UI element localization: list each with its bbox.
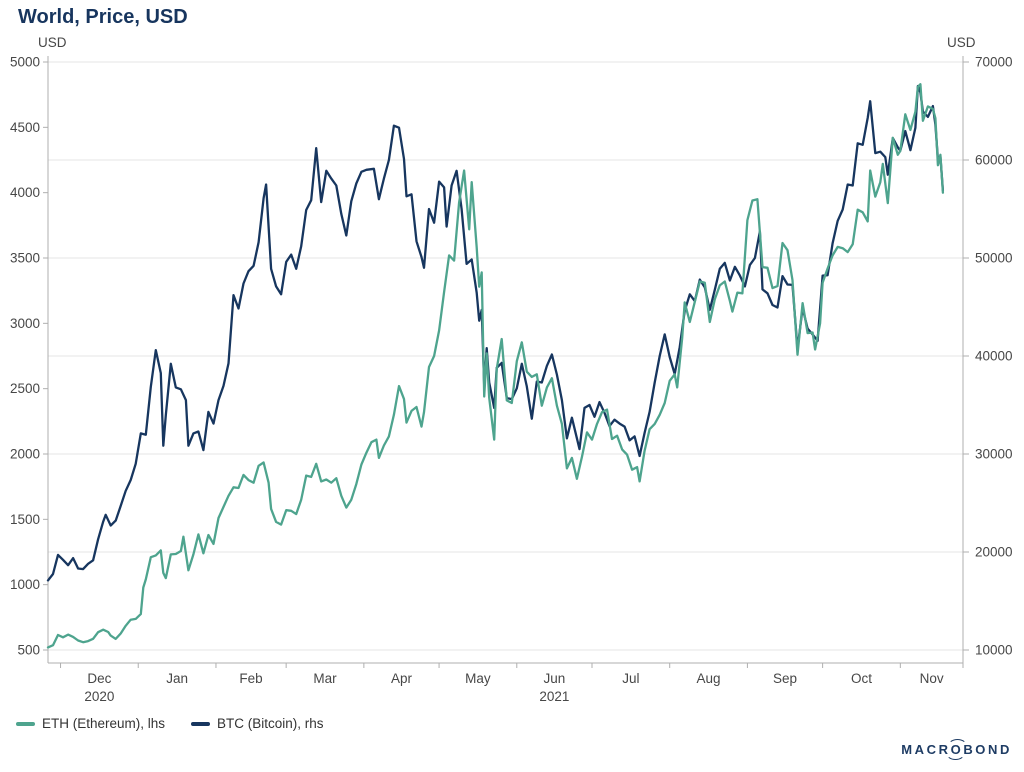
left-axis-tick-label: 1500 <box>10 512 40 527</box>
x-axis-year-label: 2021 <box>539 689 569 704</box>
left-axis-tick-label: 3500 <box>10 251 40 266</box>
x-axis-month-label: Jul <box>622 671 639 686</box>
eth-legend-label: ETH (Ethereum), lhs <box>42 716 166 731</box>
x-axis-month-label: Dec <box>87 671 111 686</box>
right-axis-tick-label: 50000 <box>975 251 1013 266</box>
x-axis-month-label: Oct <box>851 671 872 686</box>
x-axis-month-label: Nov <box>920 671 944 686</box>
x-axis-month-label: Mar <box>313 671 337 686</box>
right-axis-tick-label: 40000 <box>975 349 1013 364</box>
logo-orbit-o-icon: O <box>945 739 967 760</box>
right-axis-tick-label: 30000 <box>975 447 1013 462</box>
right-axis-tick-label: 10000 <box>975 643 1013 658</box>
btc-line-swatch <box>191 721 211 726</box>
btc-legend-label: BTC (Bitcoin), rhs <box>217 716 324 731</box>
left-axis-tick-label: 5000 <box>10 55 40 70</box>
right-axis-tick-label: 20000 <box>975 545 1013 560</box>
left-axis-tick-label: 4500 <box>10 120 40 135</box>
chart-legend: ETH (Ethereum), lhs BTC (Bitcoin), rhs <box>16 716 350 731</box>
x-axis-month-label: May <box>465 671 491 686</box>
left-axis-tick-label: 1000 <box>10 577 40 592</box>
eth-price-line <box>46 83 945 649</box>
logo-text-pre: MACR <box>901 742 951 757</box>
left-axis-unit-label: USD <box>38 35 67 50</box>
left-axis-tick-label: 500 <box>17 643 40 658</box>
page-title: World, Price, USD <box>18 6 188 28</box>
left-axis-tick-label: 2500 <box>10 381 40 396</box>
x-axis-year-label: 2020 <box>84 689 114 704</box>
right-axis-tick-label: 70000 <box>975 55 1013 70</box>
macrobond-logo: MACROBOND <box>901 739 1012 760</box>
left-axis-tick-label: 4000 <box>10 185 40 200</box>
right-axis-tick-label: 60000 <box>975 153 1013 168</box>
legend-item-eth: ETH (Ethereum), lhs <box>16 716 165 731</box>
x-axis-month-label: Aug <box>697 671 721 686</box>
left-axis-tick-label: 2000 <box>10 447 40 462</box>
eth-line-swatch <box>16 721 35 726</box>
logo-text-post: BOND <box>963 742 1012 757</box>
x-axis-month-label: Feb <box>239 671 262 686</box>
legend-item-btc: BTC (Bitcoin), rhs <box>191 716 324 731</box>
x-axis-month-label: Apr <box>391 671 413 686</box>
left-axis-tick-label: 3000 <box>10 316 40 331</box>
x-axis-month-label: Jun <box>543 671 565 686</box>
x-axis-month-label: Sep <box>773 671 797 686</box>
x-axis-month-label: Jan <box>166 671 188 686</box>
right-axis-unit-label: USD <box>947 35 976 50</box>
